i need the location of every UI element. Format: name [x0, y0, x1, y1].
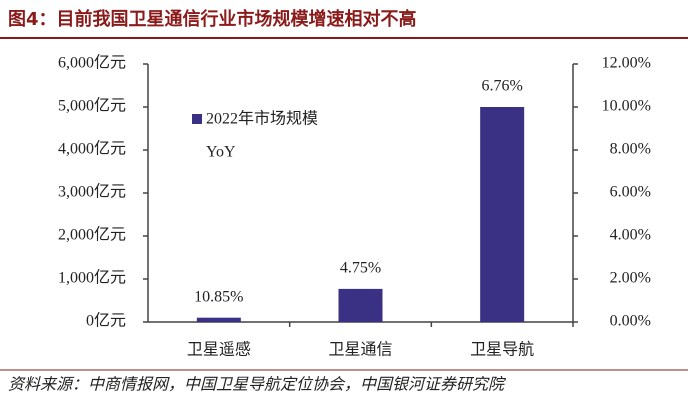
legend-label: 2022年市场规模: [206, 110, 318, 128]
y-tick-label: 4,000亿元: [58, 140, 126, 158]
yoy-label: 4.75%: [340, 260, 381, 277]
x-tick-label: 卫星遥感: [187, 340, 251, 359]
y2-tick-label: 2.00%: [610, 270, 651, 287]
y2-tick-label: 6.00%: [610, 184, 651, 201]
y-tick-label: 5,000亿元: [58, 97, 126, 115]
yoy-label: 6.76%: [482, 78, 523, 95]
y2-tick-label: 4.00%: [610, 227, 651, 244]
y2-tick-label: 12.00%: [602, 55, 651, 72]
legend-label: YoY: [206, 144, 236, 161]
legend-swatch: [192, 114, 202, 124]
chart-title: 图4：目前我国卫星通信行业市场规模增速相对不高: [8, 8, 417, 30]
y2-tick-label: 10.00%: [602, 98, 651, 115]
bar: [196, 317, 241, 322]
y-tick-label: 3,000亿元: [58, 183, 126, 201]
y2-tick-label: 8.00%: [610, 141, 651, 158]
y2-tick-label: 0.00%: [610, 313, 651, 330]
source: 资料来源：中商情报网，中国卫星导航定位协会，中国银河证券研究院: [8, 376, 507, 394]
y-tick-label: 6,000亿元: [58, 54, 126, 72]
yoy-label: 10.85%: [194, 288, 243, 305]
x-tick-label: 卫星通信: [328, 340, 392, 359]
y-tick-label: 1,000亿元: [58, 269, 126, 287]
x-tick-label: 卫星导航: [470, 340, 534, 359]
y-tick-label: 2,000亿元: [58, 226, 126, 244]
bar: [338, 288, 383, 322]
y-tick-label: 0亿元: [86, 312, 126, 330]
bar: [480, 107, 525, 322]
